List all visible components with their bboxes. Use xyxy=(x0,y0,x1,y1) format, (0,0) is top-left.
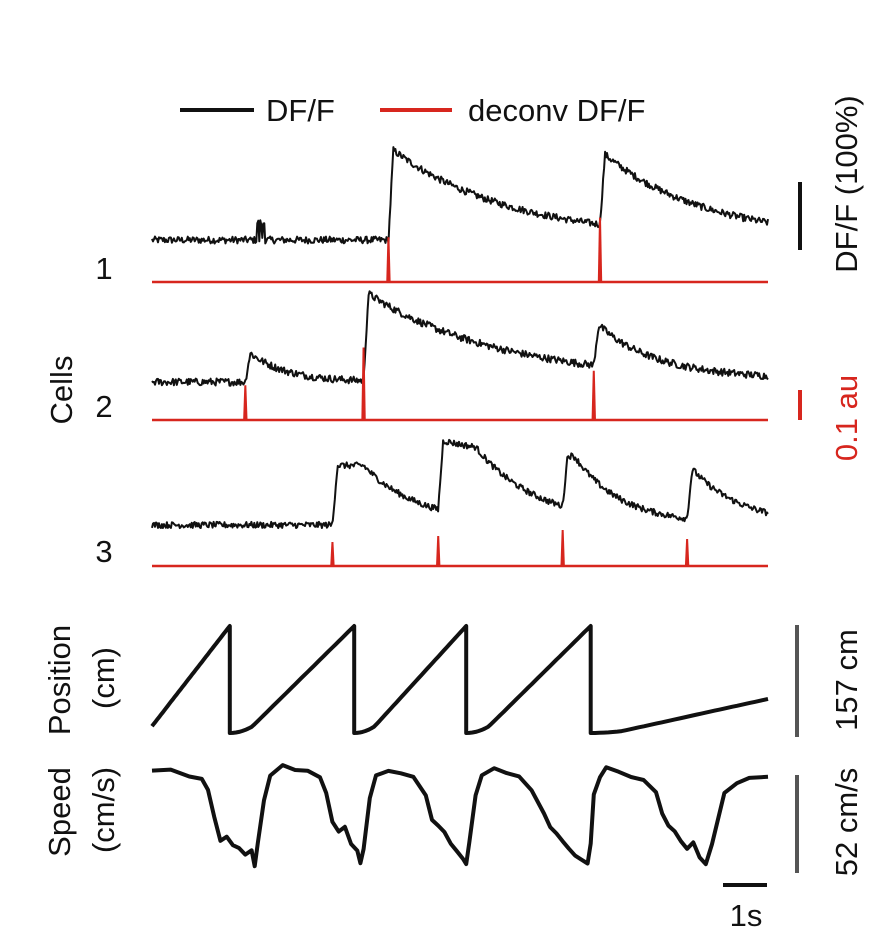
speed-trace xyxy=(151,763,769,869)
speed-label-line2: (cm/s) xyxy=(86,767,121,853)
scalebar-speed: 52 cm/s xyxy=(795,768,864,877)
scalebar-position-label: 157 cm xyxy=(829,629,864,731)
cell-1-deconv-spike xyxy=(386,237,391,282)
cell-label-1: 1 xyxy=(95,251,112,286)
scalebar-deconv-label: 0.1 au xyxy=(829,375,864,461)
position-label-line2: (cm) xyxy=(86,647,121,709)
scalebar-position: 157 cm xyxy=(795,625,864,737)
cell-2-deconv-spike xyxy=(361,347,366,420)
cell-traces xyxy=(151,146,769,568)
cell-3-deconv-spike xyxy=(330,542,335,566)
cell-2-deconv-spike xyxy=(591,370,596,420)
position-axis-label: Position (cm) xyxy=(42,625,121,735)
cell-1-dff-trace xyxy=(151,146,769,245)
legend-deconv-label: deconv DF/F xyxy=(468,93,645,128)
cell-3-deconv-spike xyxy=(436,536,441,566)
cell-2 xyxy=(151,290,769,422)
scalebar-speed-label: 52 cm/s xyxy=(829,768,864,877)
scalebar-deconv: 0.1 au xyxy=(798,375,864,461)
cell-1 xyxy=(151,146,769,284)
scalebar-time-label: 1s xyxy=(730,898,763,933)
position-label-line1: Position xyxy=(42,625,77,735)
speed-axis-label: Speed (cm/s) xyxy=(42,767,121,857)
cell-1-deconv-spike xyxy=(597,217,603,282)
cell-3-deconv-spike xyxy=(560,530,565,566)
legend: DF/F deconv DF/F xyxy=(180,93,645,128)
scalebar-dff: DF/F (100%) xyxy=(798,95,864,273)
speed-label-line1: Speed xyxy=(42,767,77,857)
scalebar-time: 1s xyxy=(723,883,767,933)
legend-dff-label: DF/F xyxy=(266,93,335,128)
cell-3-deconv-spike xyxy=(684,539,690,566)
scalebar-dff-label: DF/F (100%) xyxy=(829,95,864,272)
cell-label-2: 2 xyxy=(95,389,112,424)
cell-3-dff-trace xyxy=(151,438,769,530)
cell-2-deconv-spike xyxy=(243,385,248,420)
cell-2-dff-trace xyxy=(151,290,769,387)
cell-label-3: 3 xyxy=(95,534,112,569)
cells-axis-label: Cells xyxy=(44,356,79,425)
position-trace xyxy=(150,624,769,735)
cell-3 xyxy=(151,438,769,568)
